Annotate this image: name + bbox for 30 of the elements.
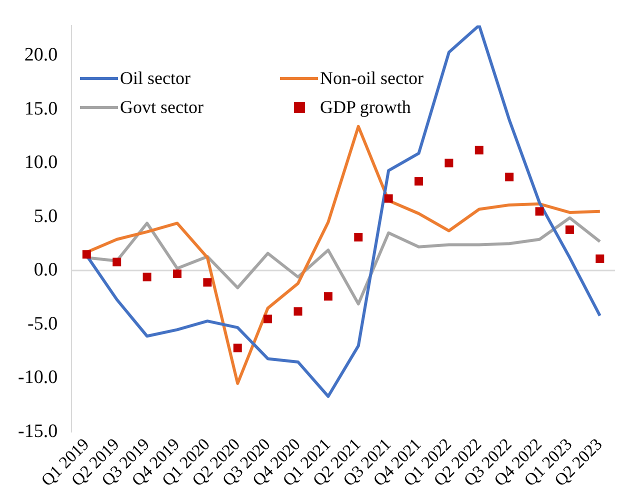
point — [414, 177, 424, 186]
point — [82, 250, 91, 259]
legend-label: Govt sector — [120, 97, 204, 118]
point — [505, 172, 514, 182]
point — [384, 194, 393, 203]
y-tick-label: 15.0 — [24, 98, 58, 120]
point — [233, 344, 242, 352]
y-tick-label: 10.0 — [24, 152, 58, 174]
point — [444, 158, 454, 168]
y-tick-label: 20.0 — [24, 44, 58, 66]
y-tick-label: -10.0 — [18, 367, 58, 388]
point — [264, 314, 272, 324]
legend-label: Oil sector — [120, 68, 190, 89]
point — [565, 225, 574, 234]
y-tick-label: 0.0 — [34, 260, 58, 281]
point — [203, 278, 212, 287]
point — [294, 307, 302, 316]
y-tick-label: -15.0 — [18, 420, 58, 442]
point — [173, 270, 182, 278]
legend-label: GDP growth — [320, 97, 411, 118]
point — [324, 292, 332, 301]
legend-label: Non-oil sector — [320, 68, 424, 89]
point — [354, 232, 363, 242]
point — [142, 272, 152, 282]
point — [535, 207, 544, 216]
y-tick-label: 5.0 — [34, 206, 58, 227]
y-tick-label: -5.0 — [28, 313, 58, 334]
point — [596, 254, 604, 263]
point — [112, 258, 122, 266]
point — [474, 146, 484, 154]
